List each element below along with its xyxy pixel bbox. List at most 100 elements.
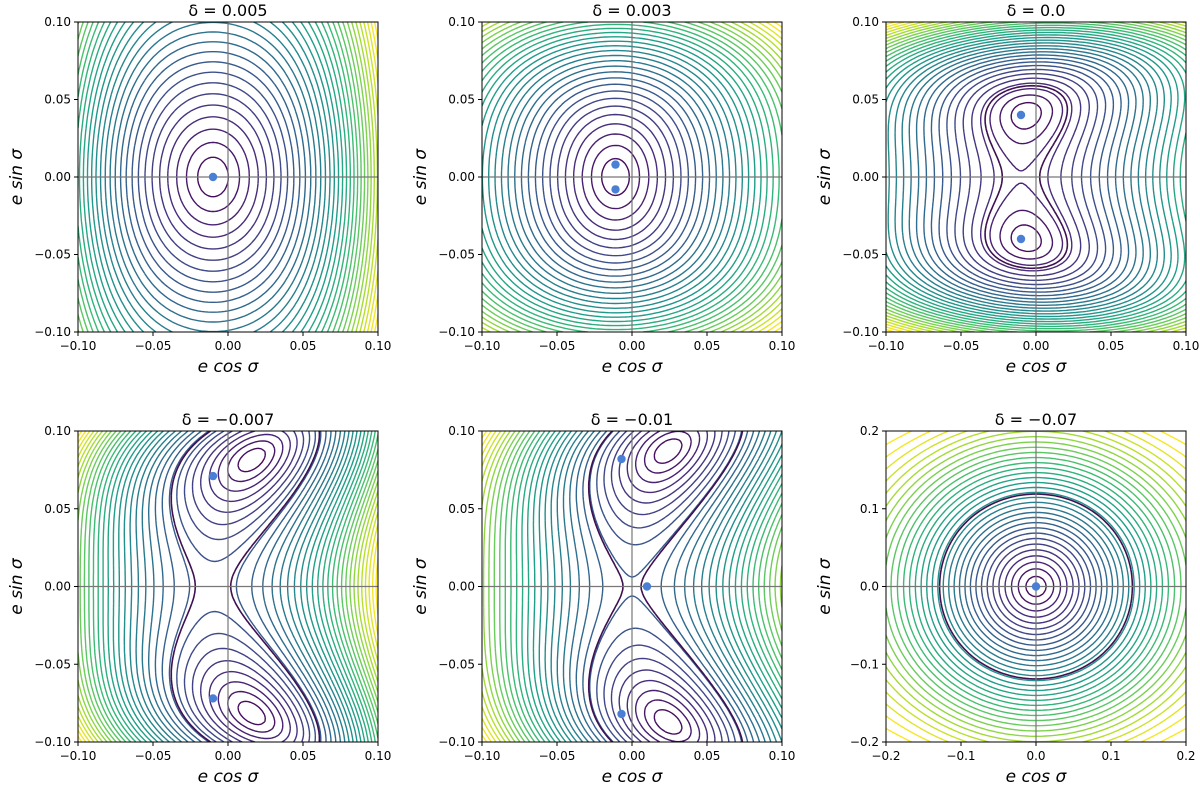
contour-level [83,431,378,742]
contour-level [78,431,378,742]
panel-title: δ = −0.07 [995,410,1077,429]
contour-level [78,431,378,742]
contour-level [510,431,782,742]
contour-level [82,22,344,332]
contour-level [351,22,372,332]
contour-level [104,22,322,332]
contour-level [527,77,704,277]
contour-level [538,431,782,742]
x-axis-label: e cos σ [1006,767,1068,786]
y-axis-label: e sin σ [411,148,431,206]
separatrix-dashed [984,84,1069,270]
contour-level [118,431,358,742]
contour-level [482,22,782,332]
y-tick-label: 0.00 [448,580,475,594]
contour-level [992,543,1080,630]
x-tick-label: −0.05 [539,749,576,763]
contour-level [363,22,378,332]
contour-level [896,456,1176,717]
contour-level [148,431,337,742]
contour-lines [482,431,782,742]
contour-level [920,476,1152,697]
fixed-point [208,694,218,703]
contour-level [931,486,1141,687]
y-tick-label: 0.05 [852,93,879,107]
contour-level [975,527,1097,646]
contour-level [573,123,658,231]
x-tick-label: 0.05 [694,749,721,763]
x-tick-label: 0.10 [769,339,796,353]
panel-3: −0.10 −0.05 0.00 0.05 0.10 −0.10 −0.05 0.00 0.05… [815,1,1199,377]
contour-level [514,65,717,289]
separatrix-dashed [587,431,744,742]
contour-level [97,431,373,742]
contour-level [886,22,1186,332]
panel-5: −0.10 −0.05 0.00 0.05 0.10 −0.10 −0.05 0.00 0.05… [411,410,795,786]
contour-level [964,516,1108,657]
contour-level [158,104,268,250]
contour-level [564,113,667,241]
contour-level [749,22,782,332]
contour-level [550,431,778,742]
contour-level [886,441,1186,732]
contour-level [603,431,730,742]
y-tick-label: 0.05 [448,93,475,107]
contour-level [482,22,782,332]
contour-level [942,496,1130,677]
contour-level [482,431,502,742]
contour-level [886,22,1186,332]
contour-level [886,22,1186,332]
contour-level [91,22,335,332]
contour-level [135,431,346,742]
x-tick-label: 0.00 [215,749,242,763]
y-tick-label: 0.10 [44,15,71,29]
x-axis-label: e cos σ [602,357,664,377]
y-tick-label: 0.00 [44,580,71,594]
contour-level [980,82,1073,272]
x-tick-label: 0.10 [365,339,392,353]
x-tick-label: −0.05 [135,339,172,353]
contour-level [176,431,316,742]
panel-4: −0.10 −0.05 0.00 0.05 0.10 −0.10 −0.05 0.00 0.05… [7,410,391,786]
contour-level [923,54,1130,300]
contour-level [168,431,322,742]
contour-level [908,48,1144,306]
y-tick-label: 0.2 [860,424,879,438]
contour-level [980,532,1092,641]
contour-level [78,431,378,742]
contour-level [886,22,1186,332]
contour-level [227,440,276,733]
contour-level [886,22,1186,332]
contour-level [167,116,259,238]
fixed-point [208,172,218,182]
contour-level [582,431,749,742]
y-tick-label: −0.10 [34,325,71,339]
contour-level [99,22,327,332]
y-tick-label: 0.00 [448,170,475,184]
contour-level [886,431,1186,742]
fixed-point [1031,582,1041,591]
contour-level [969,521,1103,652]
contour-level [635,431,701,742]
x-tick-label: −0.05 [539,339,576,353]
contour-level [78,431,378,742]
x-tick-label: 0.05 [1098,339,1125,353]
contour-level [359,22,378,332]
x-tick-label: 0.10 [1173,339,1200,353]
contour-level [886,431,1186,742]
contour-level [86,22,340,332]
contour-level [887,39,1165,315]
contour-level [946,64,1107,290]
x-tick-label: −0.10 [60,749,97,763]
y-tick-label: −0.05 [34,657,71,671]
contour-level [1010,101,1042,253]
x-tick-label: 0.05 [694,339,721,353]
contour-level [482,22,782,332]
x-tick-label: 0.05 [290,749,317,763]
contour-level [88,431,378,742]
contour-level [541,90,690,264]
contour-level [549,97,682,257]
contour-level [102,431,369,742]
contour-level [154,431,332,742]
